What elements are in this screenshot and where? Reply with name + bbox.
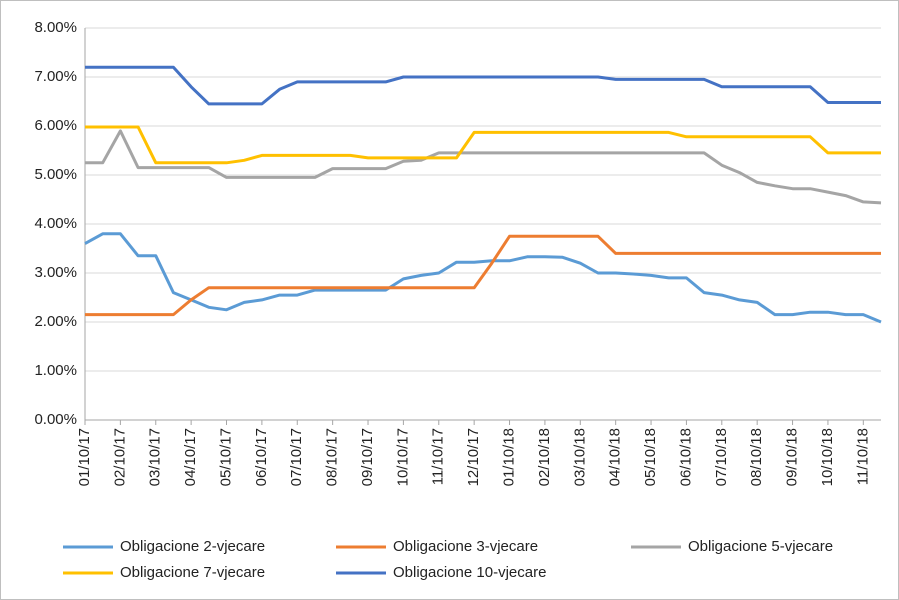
legend-label: Obligacione 3-vjecare xyxy=(393,538,538,555)
x-tick-label: 01/10/17 xyxy=(76,428,93,486)
y-tick-label: 7.00% xyxy=(34,68,77,85)
x-tick-label: 02/10/18 xyxy=(536,428,553,486)
x-tick-label: 10/10/18 xyxy=(819,428,836,486)
legend-label: Obligacione 2-vjecare xyxy=(120,538,265,555)
x-tick-label: 03/10/17 xyxy=(147,428,164,486)
y-tick-label: 5.00% xyxy=(34,166,77,183)
x-tick-label: 02/10/17 xyxy=(111,428,128,486)
x-tick-label: 05/10/17 xyxy=(217,428,234,486)
x-tick-label: 01/10/18 xyxy=(501,428,518,486)
y-tick-label: 6.00% xyxy=(34,117,77,134)
y-tick-label: 4.00% xyxy=(34,215,77,232)
x-tick-label: 09/10/17 xyxy=(359,428,376,486)
series-line xyxy=(85,129,882,205)
legend-label: Obligacione 7-vjecare xyxy=(120,564,265,581)
series-line xyxy=(85,65,881,106)
x-tick-label: 12/10/17 xyxy=(465,428,482,486)
y-tick-label: 1.00% xyxy=(34,362,77,379)
y-tick-label: 3.00% xyxy=(34,264,77,281)
x-tick-label: 06/10/17 xyxy=(253,428,270,486)
y-tick-label: 2.00% xyxy=(34,313,77,330)
x-tick-label: 08/10/18 xyxy=(748,428,765,486)
x-tick-label: 07/10/18 xyxy=(713,428,730,486)
legend-label: Obligacione 10-vjecare xyxy=(393,564,546,581)
x-tick-label: 03/10/18 xyxy=(571,428,588,486)
x-tick-label: 10/10/17 xyxy=(394,428,411,486)
series-line xyxy=(85,234,881,317)
x-tick-label: 04/10/17 xyxy=(182,428,199,486)
y-tick-label: 0.00% xyxy=(34,411,77,428)
x-tick-label: 07/10/17 xyxy=(288,428,305,486)
x-tick-label: 09/10/18 xyxy=(784,428,801,486)
x-tick-label: 11/10/17 xyxy=(430,428,447,485)
legend-label: Obligacione 5-vjecare xyxy=(688,538,833,555)
series-line xyxy=(84,232,882,324)
x-tick-label: 11/10/18 xyxy=(854,428,871,485)
x-tick-label: 05/10/18 xyxy=(642,428,659,486)
x-tick-label: 04/10/18 xyxy=(607,428,624,486)
x-tick-label: 08/10/17 xyxy=(324,428,341,486)
y-tick-label: 8.00% xyxy=(34,19,77,36)
series-line xyxy=(85,125,881,165)
x-tick-label: 06/10/18 xyxy=(677,428,694,486)
